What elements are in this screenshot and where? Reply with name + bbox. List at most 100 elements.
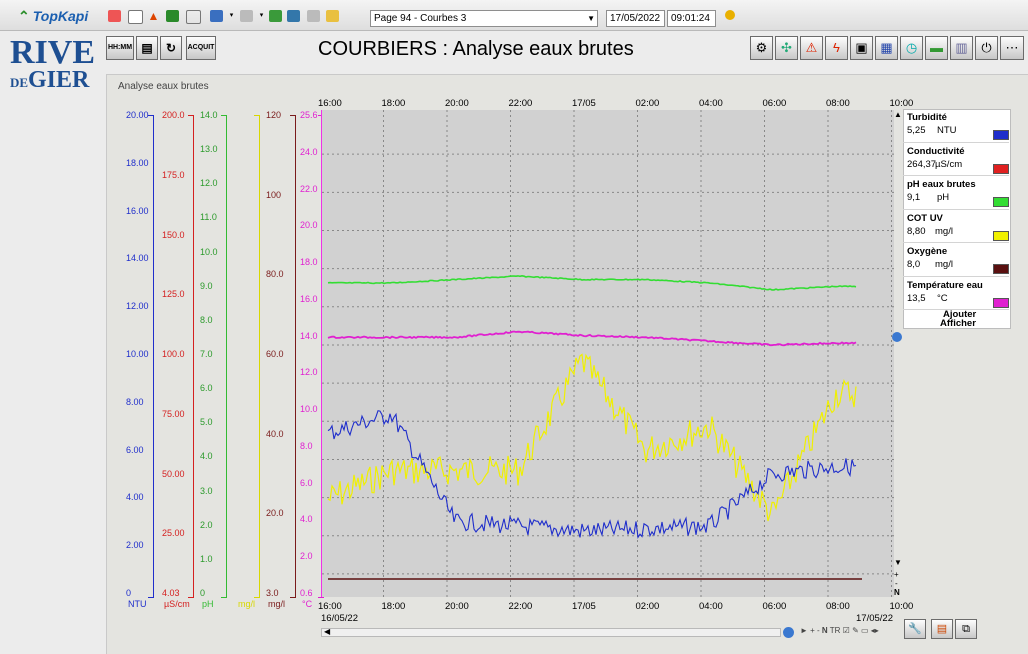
legend-value: 5,25 <box>907 125 926 136</box>
temp-tick-label: 10.0 <box>300 404 318 415</box>
temp-tick-label: 18.0 <box>300 257 318 268</box>
screen-icon[interactable]: ▣ <box>850 36 873 60</box>
chevron-down-icon[interactable]: ▼ <box>587 14 595 23</box>
window-icon[interactable] <box>186 10 201 24</box>
scroll-thumb[interactable] <box>892 332 902 342</box>
scroll-left-icon[interactable]: ◀ <box>324 627 331 636</box>
series-line <box>327 274 857 291</box>
ntu-tick-label: 6.00 <box>126 444 144 455</box>
temp-tick-label: 22.0 <box>300 183 318 194</box>
copy-icon[interactable]: ⧉ <box>955 619 977 639</box>
network-icon[interactable]: ✣ <box>775 36 798 60</box>
rive-logo-gier: GIER <box>28 67 90 93</box>
settings-icon[interactable]: ⚙ <box>750 36 773 60</box>
dropdown-icon-1[interactable]: ▾ <box>229 12 234 19</box>
tool-icon-6[interactable] <box>307 10 320 22</box>
us-tick-label: 50.00 <box>162 468 185 479</box>
tool-icon-2[interactable] <box>210 10 223 22</box>
dropdown-icon-2[interactable]: ▾ <box>259 12 264 19</box>
scroll-up-icon[interactable]: ▲ <box>894 110 902 119</box>
oxy-tick-label: 100 <box>266 189 282 200</box>
hscroll-thumb[interactable] <box>783 627 794 638</box>
more-icon[interactable]: ⋯ <box>1000 36 1024 60</box>
ph-tick-label: 2.0 <box>200 519 213 530</box>
timer-icon[interactable]: ◷ <box>900 36 923 60</box>
show-curves-button[interactable]: Afficher <box>940 318 976 329</box>
zoom-in-icon[interactable]: + <box>894 570 899 579</box>
time-value: 09:01:24 <box>671 13 710 24</box>
table-icon[interactable]: ▤ <box>931 619 953 639</box>
us-tick-label: 175.0 <box>162 169 185 180</box>
horizontal-scrollbar[interactable]: ◀ <box>321 627 781 637</box>
tool-icon-1[interactable] <box>108 10 121 22</box>
vertical-scrollbar[interactable]: ▲ ▼ + - N <box>892 110 903 600</box>
oxy-tick-label: 3.0 <box>266 588 279 598</box>
acquit-button[interactable]: ACQUIT <box>186 36 216 60</box>
page-select[interactable]: Page 94 - Courbes 3 ▼ <box>370 10 598 27</box>
time-field[interactable]: 09:01:24 <box>667 10 716 27</box>
transfer-icon[interactable] <box>166 10 179 22</box>
hhmm-button[interactable]: HH:MM <box>106 36 134 60</box>
wrench-icon[interactable]: 🔧 <box>904 619 926 639</box>
power-icon[interactable]: ⏻ <box>975 36 998 60</box>
us-tick-label: 125.0 <box>162 289 185 300</box>
tool-icon-3[interactable] <box>240 10 253 22</box>
tool-icon-4[interactable] <box>269 10 282 22</box>
x-top-tick-label: 20:00 <box>445 98 469 109</box>
zoom-out-icon[interactable]: - <box>895 579 898 588</box>
lightning-icon[interactable]: ϟ <box>825 36 848 60</box>
x-top-tick-label: 16:00 <box>318 98 342 109</box>
info-icon[interactable] <box>725 10 735 20</box>
start-date: 16/05/22 <box>321 613 358 624</box>
warning-icon[interactable]: ▲ <box>147 9 160 23</box>
rive-logo-de: DE <box>10 75 29 90</box>
legend-value: 13,5 <box>907 292 926 304</box>
us-tick-label: 150.0 <box>162 229 185 240</box>
x-top-tick-label: 08:00 <box>826 98 850 109</box>
legend-color-swatch[interactable] <box>993 264 1009 274</box>
brand-label: TopKapi <box>32 8 89 24</box>
add-curve-button[interactable]: Ajouter <box>943 309 977 320</box>
playback-controls[interactable]: ► + - N TR ☑ ✎ ▭ ◂▸ <box>800 626 879 635</box>
refresh-icon[interactable]: ↻ <box>160 36 182 60</box>
x-bottom-tick-label: 17/05 <box>572 601 596 612</box>
page-title: COURBIERS : Analyse eaux brutes <box>318 38 634 60</box>
legend-color-swatch[interactable] <box>993 163 1009 174</box>
us-tick-label: 25.00 <box>162 528 185 539</box>
temp-tick-label: 14.0 <box>300 330 318 341</box>
rive-logo: RIVE <box>10 34 96 71</box>
x-top-tick-label: 22:00 <box>508 98 533 109</box>
mail-icon[interactable] <box>326 10 339 22</box>
temp-tick-label: 4.0 <box>300 514 313 525</box>
scroll-down-icon[interactable]: ▼ <box>894 558 902 567</box>
plot-area[interactable] <box>321 110 894 597</box>
legend-name: Conductivité <box>907 145 965 157</box>
cot-axis <box>254 115 260 598</box>
document-icon[interactable]: ▥ <box>950 36 973 60</box>
legend-separator <box>903 309 1009 310</box>
ph-tick-label: 5.0 <box>200 417 213 428</box>
ph-tick-label: 12.0 <box>200 178 218 189</box>
ph-tick-label: 4.0 <box>200 451 213 462</box>
date-field[interactable]: 17/05/2022 <box>606 10 665 27</box>
legend-panel <box>903 109 1011 329</box>
tool-icon-5[interactable] <box>287 10 300 22</box>
print-icon[interactable]: ▤ <box>136 36 158 60</box>
legend-unit: pH <box>937 192 950 203</box>
alarm-icon[interactable]: ⚠ <box>800 36 823 60</box>
legend-color-swatch[interactable] <box>993 197 1009 207</box>
nav-n-icon[interactable]: N <box>894 588 900 597</box>
temp-tick-label: 8.0 <box>300 440 313 451</box>
us-axis <box>188 115 194 598</box>
ph-tick-label: 0 <box>200 588 206 598</box>
grid-icon[interactable] <box>128 10 143 24</box>
legend-separator <box>903 242 1009 243</box>
display-icon[interactable]: ▬ <box>925 36 948 60</box>
legend-color-swatch[interactable] <box>993 230 1009 241</box>
oxy-tick-label: 20.0 <box>266 508 284 519</box>
x-top-tick-label: 02:00 <box>635 98 660 109</box>
legend-color-swatch[interactable] <box>993 130 1009 140</box>
legend-color-swatch[interactable] <box>993 297 1009 308</box>
chart-icon[interactable]: ▦ <box>875 36 898 60</box>
legend-unit: NTU <box>937 125 957 136</box>
